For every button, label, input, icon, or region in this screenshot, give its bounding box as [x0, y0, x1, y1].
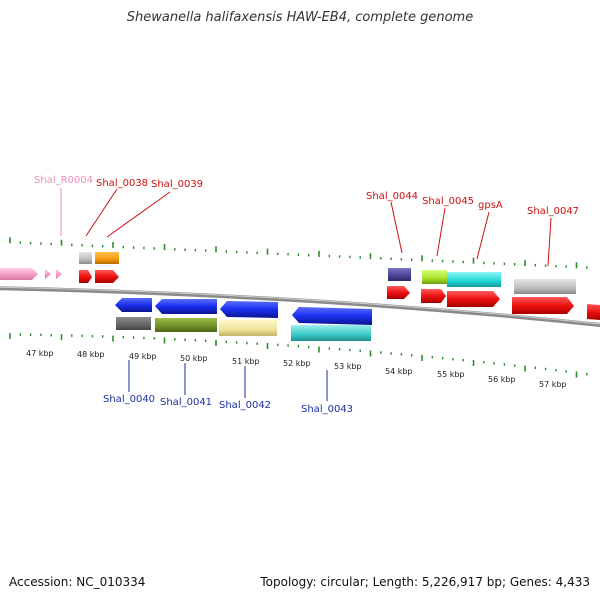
cds-reverse-shal-0043[interactable]	[292, 307, 372, 325]
gene-feature-shal-0047[interactable]	[514, 279, 576, 294]
rna-feature-small-2[interactable]	[56, 269, 62, 279]
outer-tick-ring	[9, 237, 588, 269]
genome-summary-text: Topology: circular; Length: 5,226,917 bp…	[260, 575, 590, 589]
gene-feature-shal-0039[interactable]	[95, 252, 119, 264]
label-gpsa[interactable]: gpsA	[478, 200, 503, 211]
label-shal-0044[interactable]: Shal_0044	[366, 191, 418, 202]
inner-tick-ring	[9, 333, 588, 378]
cds-reverse-shal-0041[interactable]	[155, 299, 217, 314]
scale-label-52kbp: 52 kbp	[283, 359, 311, 368]
cds-forward-shal-0045[interactable]	[421, 289, 446, 303]
label-shal-0045[interactable]: Shal_0045	[422, 196, 474, 207]
scale-label-57kbp: 57 kbp	[539, 380, 567, 389]
cds-forward-gpsa[interactable]	[447, 291, 500, 307]
forward-strand-features	[0, 252, 600, 320]
accession-text: Accession: NC_010334	[9, 575, 146, 589]
rna-feature-small-1[interactable]	[45, 269, 51, 279]
scale-label-55kbp: 55 kbp	[437, 370, 465, 379]
label-shal-r0004[interactable]: Shal_R0004	[34, 175, 93, 186]
label-shal-0042[interactable]: Shal_0042	[219, 400, 271, 411]
gene-feature-gpsa[interactable]	[447, 272, 501, 287]
cds-forward-edge[interactable]	[587, 304, 600, 320]
scale-label-56kbp: 56 kbp	[488, 375, 516, 384]
gene-feature-shal-0045[interactable]	[422, 270, 447, 284]
feature-labels: Shal_R0004 Shal_0038 Shal_0039 Shal_0044…	[34, 175, 579, 415]
gene-feature-shal-0041[interactable]	[155, 318, 217, 332]
label-shal-0041[interactable]: Shal_0041	[160, 397, 212, 408]
label-shal-0038[interactable]: Shal_0038	[96, 178, 148, 189]
scale-label-48kbp: 48 kbp	[77, 350, 105, 359]
cds-reverse-shal-0042[interactable]	[220, 301, 278, 318]
reverse-strand-features	[115, 298, 372, 341]
cds-forward-2[interactable]	[95, 270, 119, 283]
cds-forward-1[interactable]	[79, 270, 92, 283]
scale-label-50kbp: 50 kbp	[180, 354, 208, 363]
scale-label-54kbp: 54 kbp	[385, 367, 413, 376]
scale-label-49kbp: 49 kbp	[129, 352, 157, 361]
gene-feature-shal-0040[interactable]	[116, 317, 151, 330]
rna-feature-shal-r0004[interactable]	[0, 268, 38, 280]
gene-feature-shal-0038[interactable]	[79, 252, 92, 264]
gene-feature-shal-0042[interactable]	[219, 320, 277, 336]
label-shal-0043[interactable]: Shal_0043	[301, 404, 353, 415]
label-shal-0040[interactable]: Shal_0040	[103, 394, 155, 405]
cds-reverse-shal-0040[interactable]	[115, 298, 152, 312]
label-shal-0039[interactable]: Shal_0039	[151, 179, 203, 190]
gene-feature-shal-0043[interactable]	[291, 325, 371, 341]
scale-label-51kbp: 51 kbp	[232, 357, 260, 366]
scale-labels: 47 kbp 48 kbp 49 kbp 50 kbp 51 kbp 52 kb…	[26, 349, 567, 389]
cds-forward-shal-0044[interactable]	[387, 286, 410, 299]
genome-backbone-highlight	[0, 286, 600, 325]
cds-forward-shal-0047[interactable]	[512, 297, 574, 314]
map-title: Shewanella halifaxensis HAW-EB4, complet…	[126, 10, 474, 25]
gene-feature-shal-0044[interactable]	[388, 268, 411, 281]
label-callouts	[60, 188, 552, 401]
scale-label-47kbp: 47 kbp	[26, 349, 54, 358]
scale-label-53kbp: 53 kbp	[334, 362, 362, 371]
genome-backbone	[0, 286, 600, 327]
label-shal-0047[interactable]: Shal_0047	[527, 206, 579, 217]
